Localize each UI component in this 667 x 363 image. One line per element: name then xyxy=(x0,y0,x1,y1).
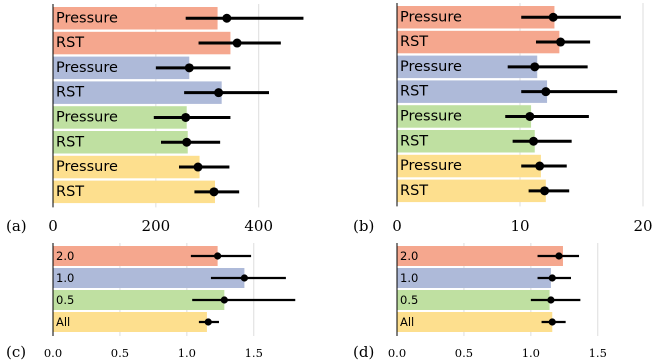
bar xyxy=(53,155,200,179)
bar xyxy=(397,55,538,79)
mean-marker xyxy=(214,252,222,260)
panel-3: 2.0 1.0 0.5 All 0.0 0.5 1.0 1.5 (d) xyxy=(353,243,607,361)
panel-label: (b) xyxy=(353,217,374,235)
bar xyxy=(53,106,187,129)
bar xyxy=(397,105,532,128)
bar-label: Pressure xyxy=(56,159,118,175)
bar-label: Pressure xyxy=(56,60,118,76)
x-tick-label: 20 xyxy=(633,217,652,235)
mean-marker xyxy=(541,87,551,97)
bar-label: Pressure xyxy=(400,158,462,174)
bar-label: RST xyxy=(56,85,84,101)
bar-label: 2.0 xyxy=(400,249,418,263)
bar-label: 2.0 xyxy=(56,249,74,263)
panel-label: (c) xyxy=(6,343,26,361)
mean-marker xyxy=(214,88,224,98)
x-tick-label: 1.5 xyxy=(245,346,263,360)
x-tick-label: 1.0 xyxy=(178,346,196,360)
bar-label: 1.0 xyxy=(56,271,74,285)
bar-label: Pressure xyxy=(400,59,462,75)
bar xyxy=(53,31,231,55)
bar xyxy=(53,7,218,30)
bar xyxy=(53,56,190,80)
bar xyxy=(53,246,218,266)
bar xyxy=(53,81,222,104)
bar xyxy=(397,80,548,103)
x-tick-label: 0.5 xyxy=(111,346,129,360)
x-tick-label: 0.5 xyxy=(455,346,473,360)
bar xyxy=(397,30,560,54)
mean-marker xyxy=(555,252,563,260)
x-tick-label: 400 xyxy=(244,217,273,235)
mean-marker xyxy=(525,111,535,121)
mean-marker xyxy=(232,38,242,48)
x-tick-label: 1.5 xyxy=(589,346,607,360)
mean-marker xyxy=(209,187,219,197)
mean-marker xyxy=(182,137,192,147)
bar xyxy=(53,131,188,154)
x-tick-label: 200 xyxy=(142,217,171,235)
mean-marker xyxy=(548,318,556,326)
bar-label: RST xyxy=(56,184,84,200)
bar-label: RST xyxy=(56,35,84,51)
mean-marker xyxy=(222,13,232,23)
mean-marker xyxy=(184,63,194,73)
mean-marker xyxy=(548,274,556,282)
bar xyxy=(397,246,563,266)
bar xyxy=(53,312,207,332)
bar xyxy=(397,268,551,288)
mean-marker xyxy=(530,62,540,72)
bar-label: Pressure xyxy=(400,9,462,25)
bar-label: 1.0 xyxy=(400,271,418,285)
panel-label: (a) xyxy=(6,217,27,235)
panel-2: 2.0 1.0 0.5 All 0.0 0.5 1.0 1.5 (c) xyxy=(6,243,296,361)
bar-label: All xyxy=(400,315,414,329)
mean-marker xyxy=(540,186,550,196)
bar xyxy=(397,290,550,310)
mean-marker xyxy=(548,12,558,22)
bar xyxy=(397,312,553,332)
x-tick-label: 0.0 xyxy=(44,346,62,360)
panel-label: (d) xyxy=(353,343,374,361)
bar xyxy=(397,6,555,29)
bar-label: Pressure xyxy=(56,109,118,125)
bar-label: RST xyxy=(56,134,84,150)
x-tick-label: 0 xyxy=(48,217,58,235)
panel-0: Pressure RST Pressure RST Pressure RST Pressur… xyxy=(6,4,304,235)
mean-marker xyxy=(535,161,545,171)
x-tick-label: 10 xyxy=(510,217,529,235)
bar-label: RST xyxy=(400,183,428,199)
mean-marker xyxy=(204,318,212,326)
mean-marker xyxy=(547,296,555,304)
bar xyxy=(53,290,225,310)
x-tick-label: 0.0 xyxy=(388,346,406,360)
panel-1: Pressure RST Pressure RST Pressure RST Pressur… xyxy=(353,3,653,235)
mean-marker xyxy=(181,112,191,122)
bar xyxy=(53,268,245,288)
x-tick-label: 1.0 xyxy=(522,346,540,360)
bar xyxy=(53,180,215,204)
mean-marker xyxy=(193,162,203,172)
bar-label: RST xyxy=(400,34,428,50)
bar-label: RST xyxy=(400,84,428,100)
mean-marker xyxy=(220,296,228,304)
bar-label: Pressure xyxy=(400,108,462,124)
bar-label: Pressure xyxy=(56,10,118,26)
bar-label: 0.5 xyxy=(56,293,74,307)
bar-label: 0.5 xyxy=(400,293,418,307)
mean-marker xyxy=(529,136,539,146)
bar-label: All xyxy=(56,315,70,329)
bar xyxy=(397,130,535,153)
bar xyxy=(397,154,541,178)
bar xyxy=(397,179,546,203)
x-tick-label: 0 xyxy=(392,217,402,235)
mean-marker xyxy=(240,274,248,282)
bar-label: RST xyxy=(400,133,428,149)
mean-marker xyxy=(556,37,566,47)
